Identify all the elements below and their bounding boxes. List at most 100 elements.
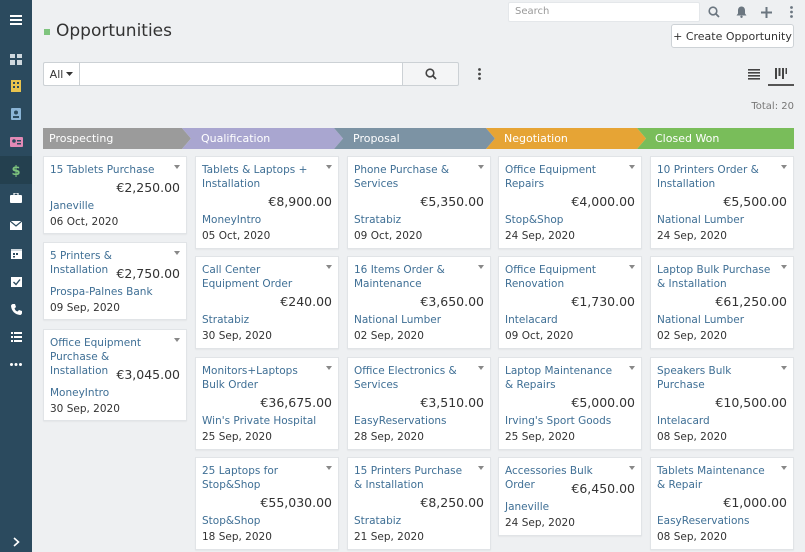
card-menu-caret[interactable] [174, 251, 180, 255]
opportunity-name-link[interactable]: Laptop Maintenance & Repairs [505, 365, 613, 391]
account-link[interactable]: MoneyIntro [202, 214, 262, 226]
opportunity-name-link[interactable]: 16 Items Order & Maintenance [354, 264, 445, 290]
opportunity-name-link[interactable]: Office Equipment Renovation [505, 264, 596, 290]
card-menu-caret[interactable] [326, 466, 332, 470]
nav-dashboard[interactable] [0, 45, 32, 73]
filter-scope-dropdown[interactable]: All [43, 62, 79, 86]
card-menu-caret[interactable] [326, 165, 332, 169]
quick-create-button[interactable] [757, 3, 775, 21]
opportunity-card[interactable]: Call Center Equipment Order €240.00 Stra… [195, 256, 339, 349]
card-menu-caret[interactable] [326, 366, 332, 370]
search-button[interactable] [705, 3, 723, 21]
opportunity-card[interactable]: 5 Printers & Installation €2,750.00 Pros… [43, 242, 187, 320]
card-menu-caret[interactable] [478, 165, 484, 169]
opportunity-name-link[interactable]: 25 Laptops for Stop&Shop [202, 465, 279, 491]
opportunity-name-link[interactable]: Office Electronics & Services [354, 365, 457, 391]
opportunity-card[interactable]: Office Electronics & Services €3,510.00 … [347, 357, 491, 450]
card-menu-caret[interactable] [781, 165, 787, 169]
nav-cases[interactable] [0, 184, 32, 212]
card-menu-caret[interactable] [174, 338, 180, 342]
opportunity-name-link[interactable]: Phone Purchase & Services [354, 164, 450, 190]
global-search-input[interactable]: Search [508, 2, 700, 22]
account-link[interactable]: Win's Private Hospital [202, 415, 317, 427]
account-link[interactable]: Intelacard [657, 415, 710, 427]
opportunity-card[interactable]: Phone Purchase & Services €5,350.00 Stra… [347, 156, 491, 249]
account-link[interactable]: Stratabiz [202, 314, 250, 326]
card-menu-caret[interactable] [478, 366, 484, 370]
card-menu-caret[interactable] [326, 265, 332, 269]
opportunity-card[interactable]: 15 Printers Purchase & Installation €8,2… [347, 457, 491, 550]
nav-calendar[interactable] [0, 239, 32, 267]
nav-emails[interactable] [0, 211, 32, 239]
account-link[interactable]: Intelacard [505, 314, 558, 326]
opportunity-card[interactable]: Accessories Bulk Order €6,450.00 Janevil… [498, 457, 642, 536]
account-link[interactable]: Janeville [50, 200, 95, 212]
nav-more[interactable] [0, 350, 32, 378]
nav-tasks[interactable] [0, 267, 32, 295]
account-link[interactable]: National Lumber [657, 314, 745, 326]
notifications-button[interactable] [732, 3, 750, 21]
opportunity-name-link[interactable]: Speakers Bulk Purchase [657, 365, 732, 391]
opportunity-card[interactable]: 15 Tablets Purchase €2,250.00 Janeville … [43, 156, 187, 234]
card-menu-caret[interactable] [174, 165, 180, 169]
nav-leads[interactable] [0, 128, 32, 156]
card-menu-caret[interactable] [781, 265, 787, 269]
card-menu-caret[interactable] [781, 366, 787, 370]
account-link[interactable]: EasyReservations [657, 515, 750, 527]
opportunity-card[interactable]: 16 Items Order & Maintenance €3,650.00 N… [347, 256, 491, 349]
card-menu-caret[interactable] [781, 466, 787, 470]
opportunity-card[interactable]: Office Equipment Renovation €1,730.00 In… [498, 256, 642, 349]
opportunity-name-link[interactable]: 5 Printers & Installation [50, 250, 112, 276]
opportunity-name-link[interactable]: Call Center Equipment Order [202, 264, 293, 290]
nav-opportunities[interactable]: $ [0, 156, 32, 184]
menu-toggle-button[interactable] [0, 6, 32, 34]
account-link[interactable]: Irving's Sport Goods [505, 415, 612, 427]
account-link[interactable]: MoneyIntro [50, 387, 110, 399]
filter-search-button[interactable] [403, 62, 459, 86]
opportunity-card[interactable]: Office Equipment Purchase & Installation… [43, 329, 187, 421]
nav-calls[interactable] [0, 295, 32, 323]
card-menu-caret[interactable] [629, 165, 635, 169]
opportunity-name-link[interactable]: Monitors+Laptops Bulk Order [202, 365, 298, 391]
kanban-view-button[interactable] [768, 62, 794, 86]
opportunity-card[interactable]: Speakers Bulk Purchase €10,500.00 Intela… [650, 357, 794, 450]
account-link[interactable]: National Lumber [657, 214, 745, 226]
account-link[interactable]: Stop&Shop [505, 214, 564, 226]
nav-accounts[interactable] [0, 72, 32, 100]
account-link[interactable]: Stratabiz [354, 214, 402, 226]
opportunity-name-link[interactable]: 15 Printers Purchase & Installation [354, 465, 463, 491]
account-link[interactable]: Prospa-Palnes Bank [50, 286, 153, 298]
account-link[interactable]: Stratabiz [354, 515, 402, 527]
card-menu-caret[interactable] [629, 466, 635, 470]
nav-contacts[interactable] [0, 100, 32, 128]
opportunity-card[interactable]: Laptop Bulk Purchase & Installation €61,… [650, 256, 794, 349]
account-link[interactable]: National Lumber [354, 314, 442, 326]
account-link[interactable]: EasyReservations [354, 415, 447, 427]
opportunity-card[interactable]: 25 Laptops for Stop&Shop €55,030.00 Stop… [195, 457, 339, 550]
opportunity-name-link[interactable]: Office Equipment Purchase & Installation [50, 337, 141, 377]
opportunity-card[interactable]: Monitors+Laptops Bulk Order €36,675.00 W… [195, 357, 339, 450]
card-menu-caret[interactable] [478, 466, 484, 470]
opportunity-card[interactable]: Laptop Maintenance & Repairs €5,000.00 I… [498, 357, 642, 450]
sidebar-expand-button[interactable] [0, 528, 32, 552]
filter-options-button[interactable] [472, 66, 486, 82]
card-menu-caret[interactable] [629, 366, 635, 370]
filter-text-input[interactable] [79, 62, 403, 86]
opportunity-name-link[interactable]: 10 Printers Order & Installation [657, 164, 759, 190]
opportunity-name-link[interactable]: Office Equipment Repairs [505, 164, 596, 190]
opportunity-name-link[interactable]: Tablets Maintenance & Repair [657, 465, 765, 491]
account-link[interactable]: Janeville [505, 501, 550, 513]
opportunity-name-link[interactable]: Laptop Bulk Purchase & Installation [657, 264, 771, 290]
account-link[interactable]: Stop&Shop [202, 515, 261, 527]
opportunity-name-link[interactable]: 15 Tablets Purchase [50, 164, 155, 176]
opportunity-card[interactable]: Tablets & Laptops + Installation €8,900.… [195, 156, 339, 249]
opportunity-name-link[interactable]: Accessories Bulk Order [505, 465, 593, 491]
opportunity-card[interactable]: Tablets Maintenance & Repair €1,000.00 E… [650, 457, 794, 550]
user-menu-button[interactable] [782, 3, 800, 21]
opportunity-card[interactable]: 10 Printers Order & Installation €5,500.… [650, 156, 794, 249]
card-menu-caret[interactable] [478, 265, 484, 269]
opportunity-name-link[interactable]: Tablets & Laptops + Installation [202, 164, 308, 190]
opportunity-card[interactable]: Office Equipment Repairs €4,000.00 Stop&… [498, 156, 642, 249]
card-menu-caret[interactable] [629, 265, 635, 269]
nav-list[interactable] [0, 323, 32, 351]
